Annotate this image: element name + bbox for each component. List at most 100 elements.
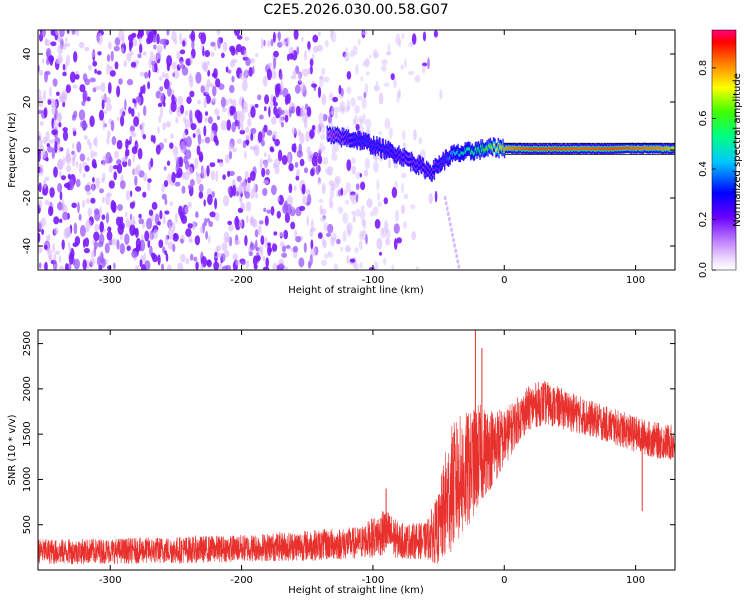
track-core: [663, 146, 666, 150]
track-core: [557, 147, 559, 152]
noise-blob: [237, 119, 241, 130]
noise-blob: [232, 184, 236, 197]
noise-blob: [205, 111, 208, 116]
noise-blob: [227, 220, 233, 226]
noise-blob: [403, 193, 409, 200]
noise-blob: [294, 84, 301, 94]
noise-blob: [192, 133, 196, 139]
noise-blob: [58, 122, 62, 128]
track-core: [425, 166, 428, 170]
track-core: [338, 133, 340, 137]
track-core: [354, 137, 357, 141]
spectrogram-y-tick-label: -20: [22, 190, 33, 206]
noise-blob: [63, 227, 70, 239]
track-core: [351, 138, 354, 142]
noise-blob: [141, 264, 147, 270]
noise-blob: [47, 146, 53, 153]
noise-blob: [262, 256, 266, 262]
noise-blob: [311, 124, 316, 131]
noise-blob: [82, 238, 86, 248]
noise-blob: [68, 245, 72, 253]
track-core: [514, 147, 517, 151]
noise-blob: [342, 230, 347, 243]
noise-blob: [226, 119, 231, 131]
noise-blob: [260, 38, 264, 50]
noise-blob: [324, 253, 328, 259]
noise-blob: [401, 33, 405, 40]
noise-blob: [229, 84, 235, 94]
noise-blob: [221, 107, 227, 113]
noise-blob: [195, 211, 199, 218]
noise-blob: [391, 264, 395, 270]
snr-plot-area: [38, 330, 675, 570]
noise-blob: [180, 238, 184, 244]
noise-blob: [132, 153, 136, 163]
noise-blob: [189, 73, 192, 79]
noise-blob: [165, 121, 171, 128]
noise-blob: [207, 116, 213, 124]
noise-blob: [227, 186, 231, 196]
noise-blob: [228, 143, 234, 151]
noise-blob: [362, 113, 366, 125]
track-core: [410, 157, 413, 161]
noise-blob: [116, 116, 120, 121]
noise-blob: [199, 226, 204, 234]
noise-blob: [164, 235, 169, 246]
noise-blob: [168, 225, 172, 232]
noise-blob: [268, 106, 271, 118]
noise-blob: [351, 157, 356, 165]
track-core: [492, 147, 494, 151]
noise-blob: [306, 106, 312, 117]
noise-blob: [201, 61, 208, 71]
track-core: [402, 153, 404, 157]
noise-blob: [261, 167, 266, 178]
track-core: [566, 146, 569, 150]
noise-blob: [79, 225, 86, 237]
noise-blob: [270, 206, 275, 216]
track-core: [522, 146, 525, 150]
noise-blob: [363, 92, 367, 99]
track-core: [648, 147, 650, 151]
track-core: [590, 147, 592, 151]
colorbar-label: Normalized spectral amplitude: [732, 73, 743, 227]
spectrogram-x-axis-label: Height of straight line (km): [288, 285, 424, 296]
track-core: [657, 147, 659, 151]
noise-blob: [101, 177, 105, 183]
snr-y-tick-label: 2500: [22, 331, 33, 356]
noise-blob: [159, 76, 163, 81]
noise-blob: [198, 183, 204, 193]
noise-blob: [148, 58, 152, 69]
noise-blob: [281, 121, 284, 128]
spectrogram-noise: [38, 30, 461, 270]
track-core: [361, 141, 363, 145]
track-core: [461, 151, 463, 155]
noise-blob: [259, 114, 264, 120]
noise-blob: [408, 71, 415, 76]
noise-blob: [110, 200, 116, 211]
colorbar-tick-label: 0.8: [698, 60, 709, 76]
noise-blob: [98, 264, 103, 270]
track-core: [600, 147, 602, 151]
noise-blob: [265, 168, 270, 176]
noise-blob: [200, 263, 204, 270]
track-core: [599, 147, 601, 151]
noise-blob: [69, 71, 76, 83]
track-core: [369, 142, 371, 146]
track-core: [630, 147, 633, 151]
noise-blob: [307, 260, 312, 269]
noise-blob: [309, 65, 313, 75]
track-core: [405, 156, 407, 160]
track-core: [387, 146, 389, 150]
noise-blob: [99, 221, 104, 233]
noise-blob: [312, 34, 319, 43]
noise-blob: [75, 161, 79, 168]
noise-blob: [65, 164, 72, 173]
noise-blob: [159, 210, 163, 220]
track-core: [519, 146, 521, 150]
track-core: [347, 136, 349, 140]
noise-blob: [92, 60, 98, 67]
noise-blob: [221, 242, 228, 252]
noise-blob: [263, 207, 267, 212]
noise-blob: [65, 155, 71, 162]
noise-blob: [53, 216, 60, 225]
